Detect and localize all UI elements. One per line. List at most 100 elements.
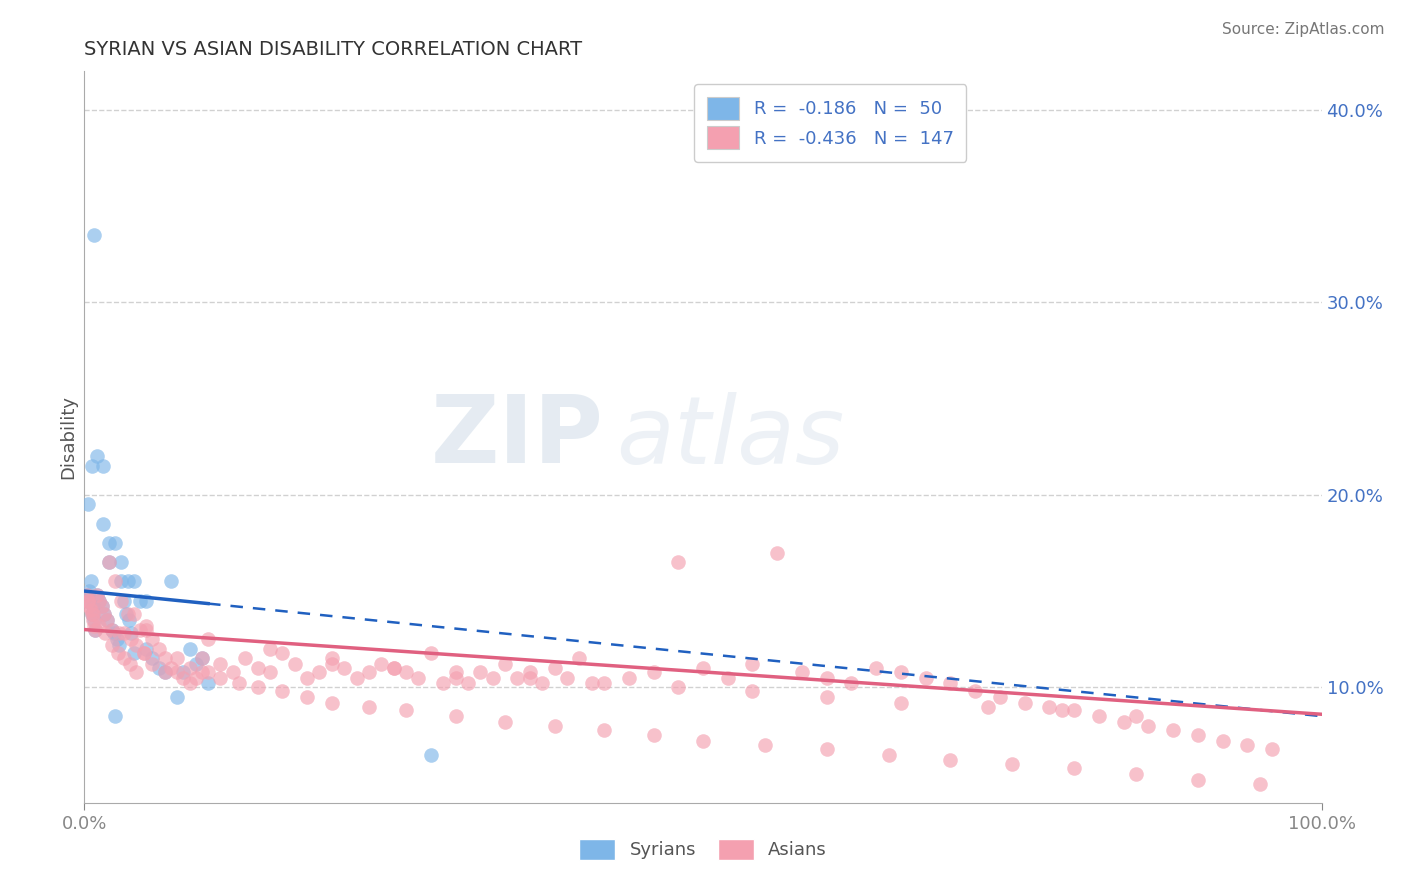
Point xyxy=(104,574,127,589)
Point xyxy=(103,626,125,640)
Point xyxy=(568,651,591,665)
Point xyxy=(104,709,127,723)
Point xyxy=(76,588,98,602)
Point xyxy=(120,632,142,647)
Point xyxy=(132,646,155,660)
Point xyxy=(395,703,418,717)
Point xyxy=(160,661,183,675)
Point xyxy=(184,671,207,685)
Y-axis label: Disability: Disability xyxy=(59,395,77,479)
Point xyxy=(166,651,188,665)
Point xyxy=(96,613,118,627)
Point xyxy=(1161,723,1184,737)
Point xyxy=(82,599,104,614)
Point xyxy=(519,665,541,679)
Point xyxy=(444,665,467,679)
Point xyxy=(110,593,132,607)
Point xyxy=(112,651,135,665)
Point xyxy=(90,599,112,614)
Point xyxy=(1249,776,1271,790)
Point xyxy=(153,665,176,679)
Point xyxy=(172,665,194,679)
Point xyxy=(382,661,405,675)
Point xyxy=(321,651,343,665)
Point xyxy=(1112,714,1135,729)
Point xyxy=(617,671,640,685)
Point xyxy=(228,676,250,690)
Point xyxy=(117,607,139,622)
Point xyxy=(83,227,105,242)
Point xyxy=(357,665,380,679)
Point xyxy=(108,626,131,640)
Point xyxy=(209,671,232,685)
Point xyxy=(408,671,430,685)
Point xyxy=(93,607,115,622)
Point xyxy=(132,646,155,660)
Point xyxy=(197,676,219,690)
Point xyxy=(1088,709,1111,723)
Point xyxy=(246,681,269,695)
Point xyxy=(1187,772,1209,787)
Point xyxy=(79,603,101,617)
Point xyxy=(1261,742,1284,756)
Point xyxy=(79,599,101,614)
Point xyxy=(179,661,201,675)
Point xyxy=(179,676,201,690)
Point xyxy=(1063,761,1085,775)
Point xyxy=(581,676,603,690)
Point xyxy=(370,657,392,672)
Point xyxy=(100,638,122,652)
Point xyxy=(115,607,138,622)
Point xyxy=(91,458,114,473)
Point xyxy=(86,450,108,464)
Text: SYRIAN VS ASIAN DISABILITY CORRELATION CHART: SYRIAN VS ASIAN DISABILITY CORRELATION C… xyxy=(84,39,582,59)
Point xyxy=(153,651,176,665)
Point xyxy=(94,626,117,640)
Point xyxy=(841,676,863,690)
Point xyxy=(333,661,356,675)
Point xyxy=(129,593,152,607)
Point xyxy=(1001,757,1024,772)
Point xyxy=(308,665,330,679)
Point xyxy=(118,613,141,627)
Point xyxy=(191,651,214,665)
Point xyxy=(105,632,128,647)
Point xyxy=(110,574,132,589)
Point xyxy=(432,676,454,690)
Point xyxy=(90,599,112,614)
Point xyxy=(890,665,912,679)
Point xyxy=(77,593,100,607)
Point xyxy=(80,458,103,473)
Point xyxy=(741,657,763,672)
Point xyxy=(965,684,987,698)
Point xyxy=(741,684,763,698)
Point xyxy=(89,618,111,632)
Point xyxy=(939,754,962,768)
Point xyxy=(100,623,122,637)
Point xyxy=(184,657,207,672)
Point xyxy=(865,661,887,675)
Point xyxy=(148,661,170,675)
Point xyxy=(988,690,1011,704)
Point xyxy=(160,574,183,589)
Point xyxy=(1125,709,1147,723)
Point xyxy=(80,607,103,622)
Point xyxy=(117,574,139,589)
Point xyxy=(271,646,294,660)
Point xyxy=(295,671,318,685)
Point xyxy=(79,584,101,599)
Point xyxy=(939,676,962,690)
Point xyxy=(197,665,219,679)
Point xyxy=(555,671,578,685)
Point xyxy=(125,665,148,679)
Point xyxy=(191,665,214,679)
Point xyxy=(444,671,467,685)
Point xyxy=(112,593,135,607)
Point xyxy=(519,671,541,685)
Point xyxy=(877,747,900,762)
Point xyxy=(382,661,405,675)
Point xyxy=(77,588,100,602)
Point xyxy=(89,593,111,607)
Point xyxy=(295,690,318,704)
Point xyxy=(83,613,105,627)
